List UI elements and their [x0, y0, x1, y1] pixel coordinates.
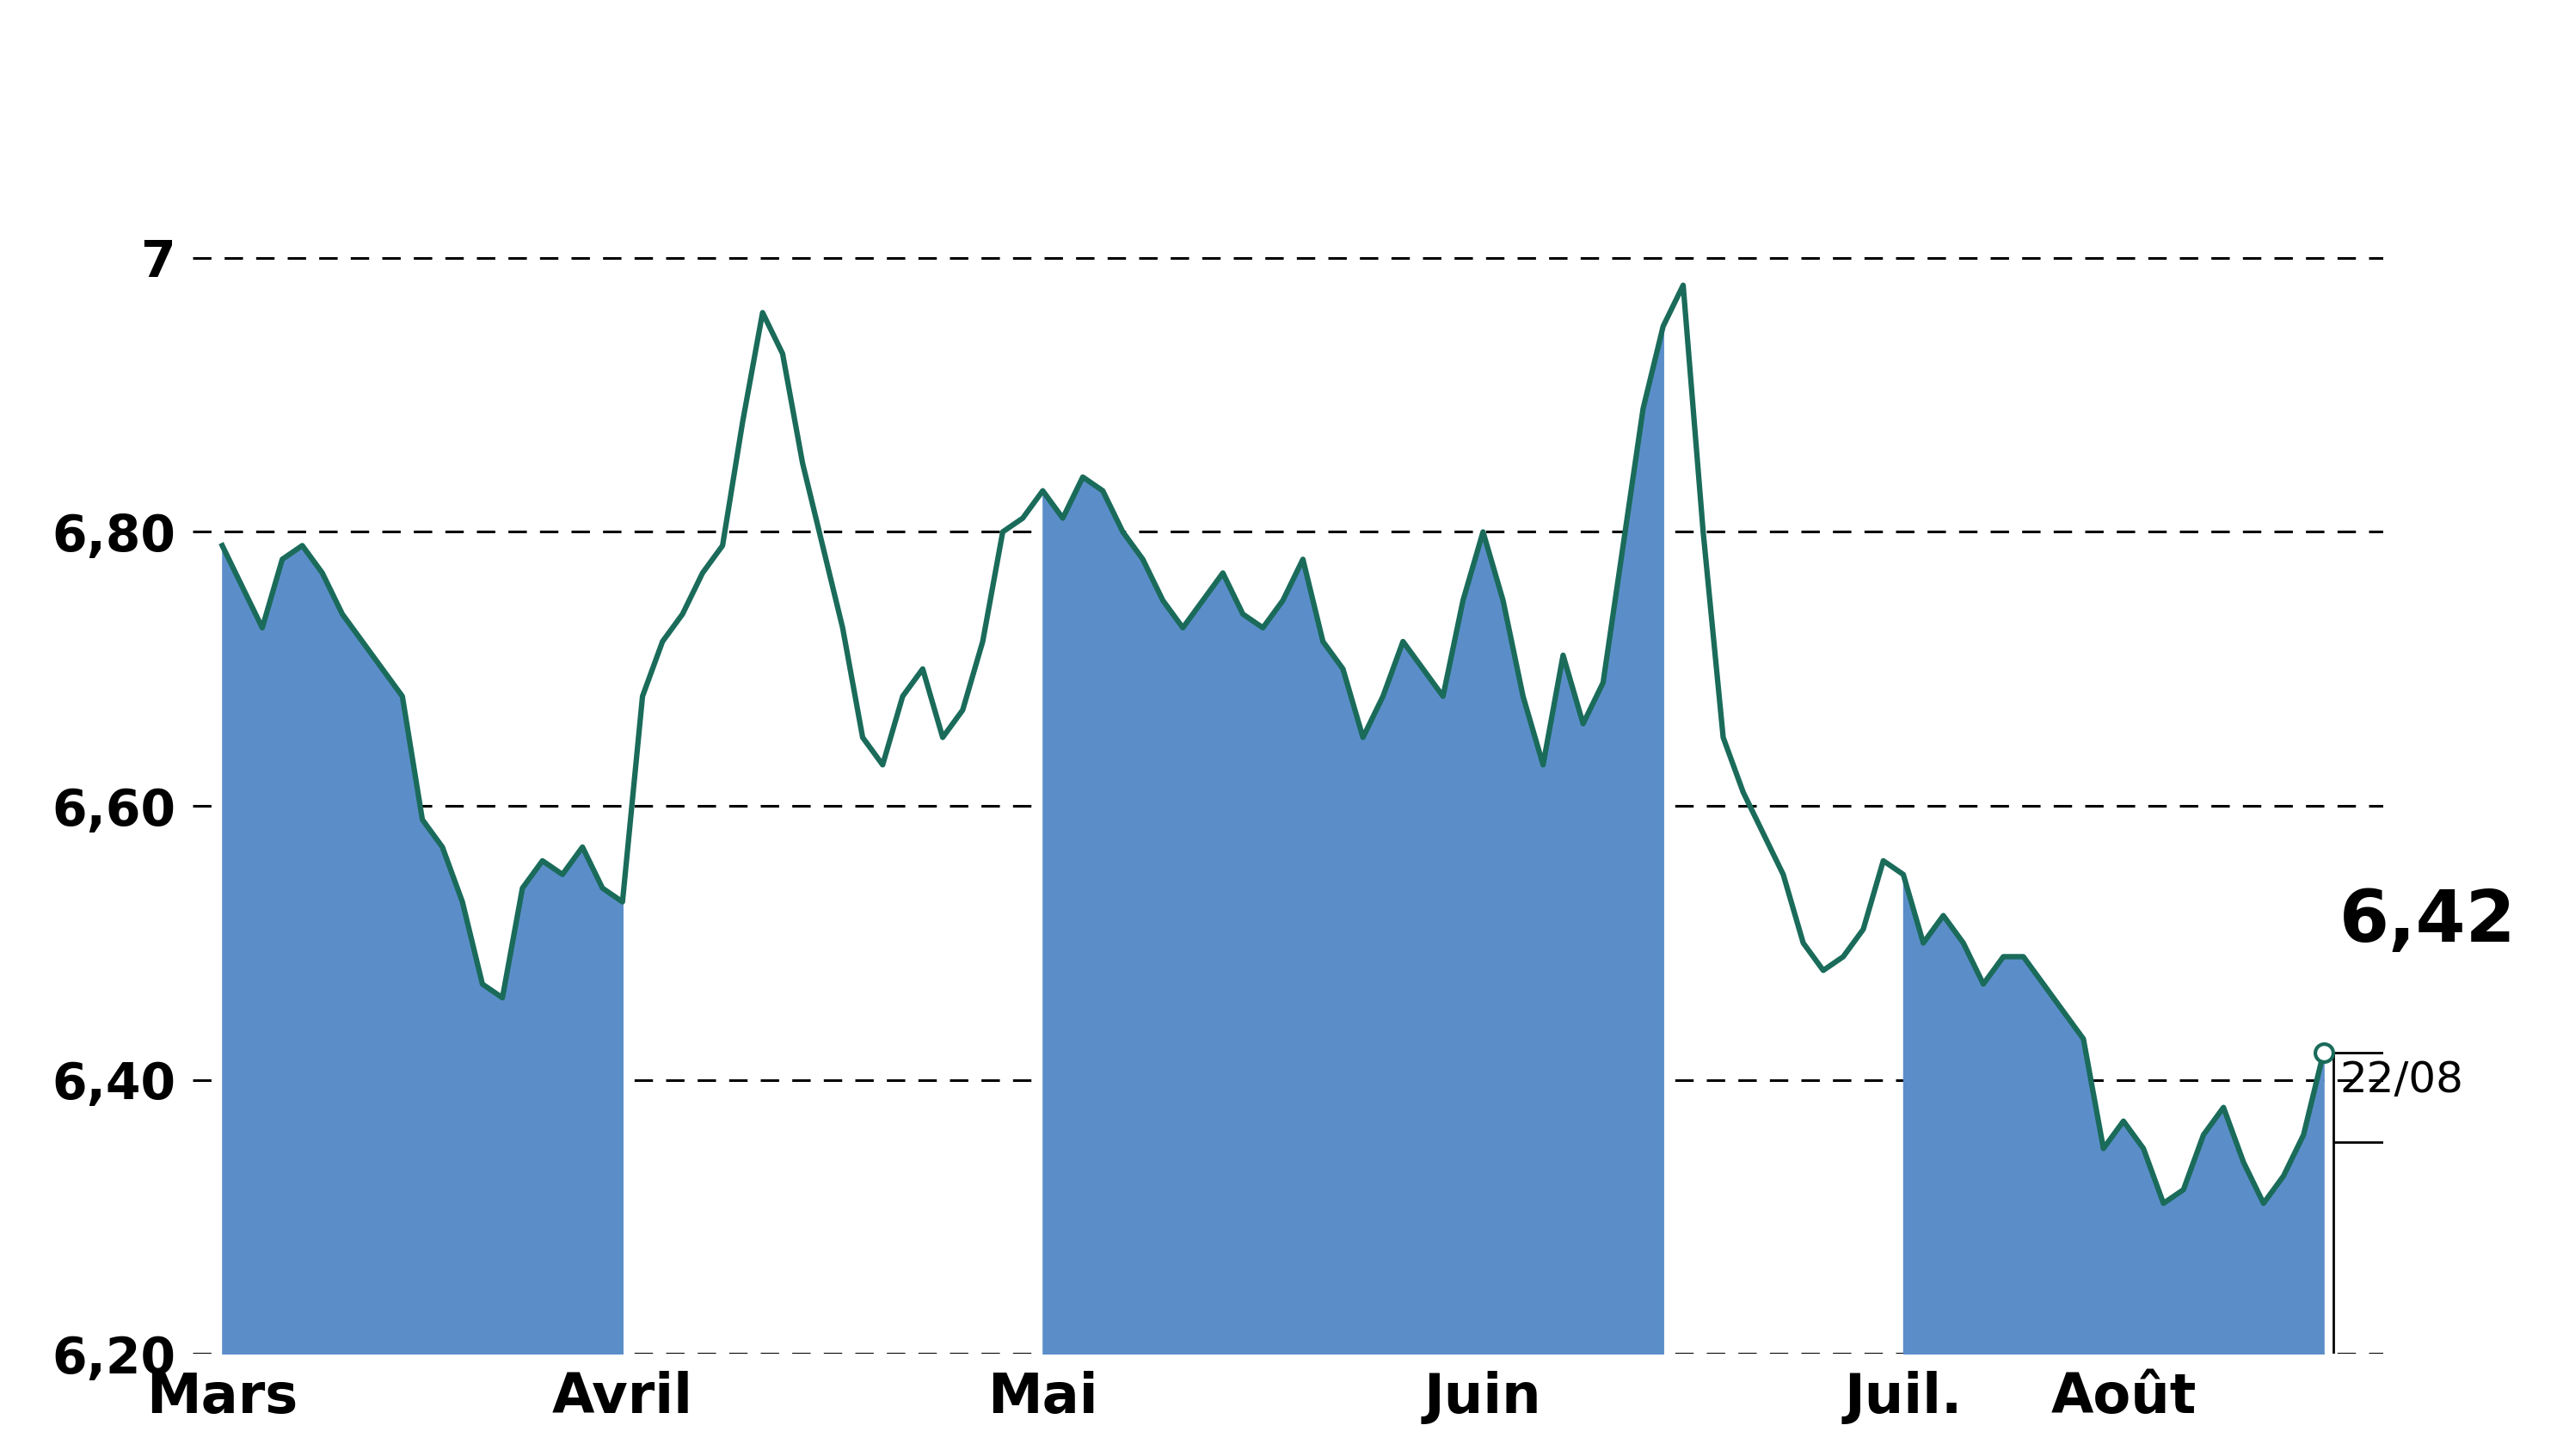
Text: 22/08: 22/08	[2340, 1060, 2463, 1101]
Text: 6,42: 6,42	[2340, 887, 2517, 957]
Text: Abrdn Income Credit Strategies Fund: Abrdn Income Credit Strategies Fund	[254, 35, 2309, 132]
